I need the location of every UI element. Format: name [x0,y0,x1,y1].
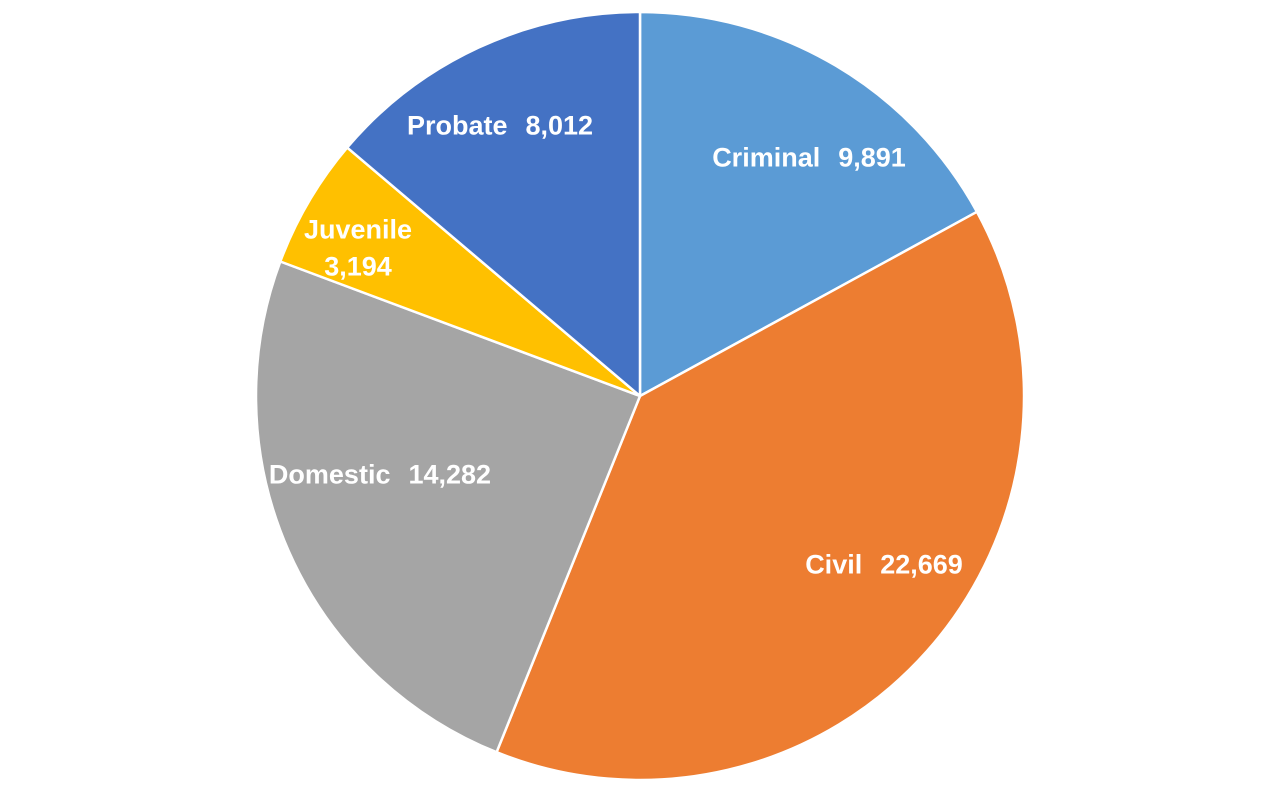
pie-label-civil: Civil 22,669 [805,550,963,580]
pie-slice-domestic [254,260,642,754]
pie-label-value: 9,891 [838,143,906,173]
pie-label-value: 8,012 [525,111,593,141]
pie-label-domestic: Domestic 14,282 [269,460,491,490]
pie-label-value: 22,669 [880,550,963,580]
pie-slice-juvenile [279,146,642,398]
pie-label-category: Criminal [712,143,820,173]
pie-label-value: 14,282 [408,460,491,490]
pie-slice-civil [495,210,1026,782]
pie-label-category: Domestic [269,460,391,490]
pie-label-category: Civil [805,550,862,580]
pie-label-category: Probate [407,111,508,141]
pie-slice-probate [345,10,642,398]
pie-slice-criminal [638,10,979,398]
pie-label-criminal: Criminal 9,891 [712,143,906,173]
pie-label-category: Juvenile [304,215,412,245]
pie-label-probate: Probate 8,012 [407,111,593,141]
pie-label-value: 3,194 [324,252,392,282]
pie-label-juvenile: Juvenile 3,194 [304,215,412,282]
